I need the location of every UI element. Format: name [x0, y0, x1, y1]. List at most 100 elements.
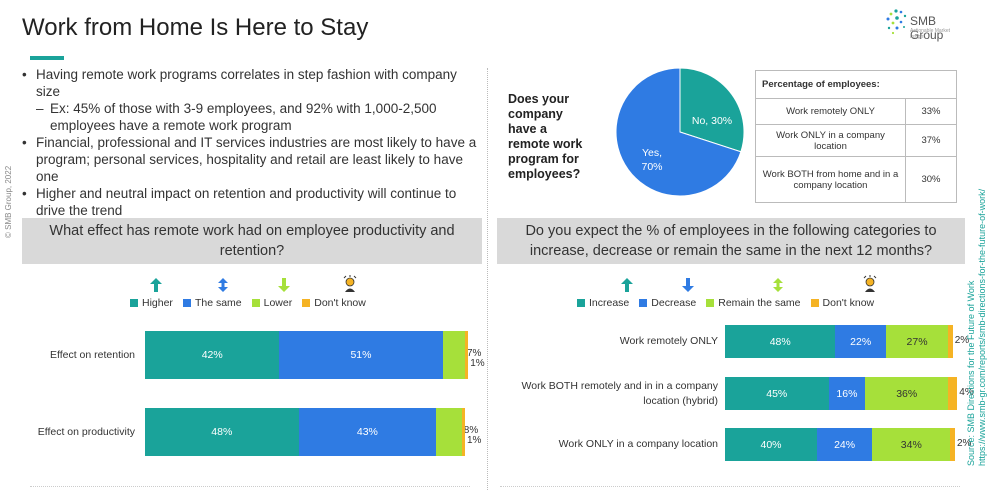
divider-vertical [487, 68, 488, 490]
legend-label: Lower [263, 297, 293, 309]
bar-category-label: Work BOTH remotely and in in a company l… [521, 379, 718, 407]
bar-segment: 27% [885, 325, 949, 358]
bullet-sub-item: Ex: 45% of those with 3-9 employees, and… [22, 100, 482, 134]
right-legend: Increase Decrease Remain the same Don't kno… [577, 297, 884, 309]
legend-label: Don't know [314, 297, 366, 309]
bar-segment [464, 331, 469, 379]
bar-segment [436, 408, 462, 456]
bar-row: 45% 16% 36% [725, 377, 958, 410]
bar-row: 48% 43% [145, 408, 465, 456]
table-header: Percentage of employees: [755, 70, 957, 99]
bar-segment: 43% [298, 408, 437, 456]
legend-item: Higher [130, 297, 173, 309]
legend-item: Decrease [639, 297, 696, 309]
legend-label: The same [194, 297, 242, 309]
employee-percentage-table: Percentage of employees: Work remotely O… [755, 70, 957, 203]
table-cell-value: 37% [905, 124, 957, 157]
source-url: https://www.smb-gr.com/reports/smb-direc… [977, 188, 987, 466]
pie-slice-yes [615, 67, 742, 197]
legend-label: Don't know [822, 297, 875, 309]
legend-item: Increase [577, 297, 629, 309]
divider-bottom-left [30, 486, 470, 487]
pie-slice-label: No, 30% [692, 115, 732, 127]
arrow-up-icon [150, 278, 162, 292]
bar-segment [950, 428, 955, 461]
title-underline [30, 56, 64, 60]
smb-group-logo: SMB Group Actionable Market Insight [884, 8, 964, 42]
arrow-up-icon [621, 278, 633, 292]
arrow-down-icon [682, 278, 694, 292]
bar-row: 40% 24% 34% [725, 428, 955, 461]
bar-category-label: Effect on productivity [37, 425, 135, 438]
legend-label: Remain the same [718, 297, 801, 309]
table-cell-label: Work remotely ONLY [755, 98, 906, 125]
legend-swatch [251, 299, 260, 307]
bar-segment: 16% [828, 377, 866, 410]
legend-swatch [706, 299, 715, 307]
bar-segment: 24% [817, 428, 873, 461]
right-question: Do you expect the % of employees in the … [497, 218, 965, 264]
bar-category-label: Effect on retention [49, 348, 135, 361]
legend-item: Lower [251, 297, 293, 309]
logo-name: SMB Group [910, 14, 944, 42]
legend-label: Increase [589, 297, 630, 309]
legend-item: Don't know [810, 297, 875, 309]
bar-segment [461, 408, 465, 456]
page-title: Work from Home Is Here to Stay [22, 14, 369, 41]
bar-segment: 34% [872, 428, 951, 461]
bullet-item: Financial, professional and IT services … [22, 134, 482, 185]
legend-item: The same [182, 297, 242, 309]
table-row: Work BOTH from home and in a company loc… [755, 156, 957, 203]
bullet-item: Having remote work programs correlates i… [22, 66, 482, 100]
source-line: Source: SMB Directions for the Future of… [966, 280, 976, 466]
bar-data-label: 1% [467, 435, 482, 446]
legend-swatch [577, 299, 585, 307]
bar-segment: 22% [835, 325, 886, 358]
table-cell-value: 30% [905, 156, 957, 203]
table-cell-label: Work BOTH from home and in a company loc… [755, 156, 906, 203]
logo-dots-icon [886, 9, 907, 35]
table-row: Work ONLY in a company location 37% [755, 124, 957, 157]
bar-data-label: 8% [463, 425, 479, 436]
legend-label: Decrease [651, 297, 697, 309]
bar-category-label: Work ONLY in a company location [558, 438, 718, 450]
copyright: © SMB Group, 2022 [4, 165, 13, 238]
legend-swatch [302, 299, 311, 307]
bar-segment: 45% [725, 377, 829, 410]
bar-segment [948, 325, 953, 358]
pie-question: Does your company have a remote work pro… [508, 92, 583, 181]
bar-segment [948, 377, 958, 410]
bar-segment: 51% [279, 331, 443, 379]
bullet-list: Having remote work programs correlates i… [22, 66, 482, 219]
arrow-updown-icon [773, 278, 783, 292]
legend-item: Remain the same [706, 297, 801, 309]
confused-person-icon [863, 275, 877, 292]
pie-slice-label: Yes, 70% [641, 147, 662, 173]
arrow-down-icon [278, 278, 290, 292]
arrow-updown-icon [218, 278, 228, 292]
left-question: What effect has remote work had on emplo… [22, 218, 482, 264]
legend-item: Don't know [302, 297, 366, 309]
bar-row: 42% 51% [145, 331, 469, 379]
bar-segment [442, 331, 465, 379]
bar-data-label: 4% [959, 386, 974, 398]
pie-chart: No, 30% Yes, 70% [612, 60, 748, 208]
bar-segment: 48% [725, 325, 836, 358]
pie-slice-no [679, 67, 745, 153]
legend-swatch [182, 299, 191, 307]
source-citation: Source: SMB Directions for the Future of… [966, 189, 988, 466]
bar-category-label: Work remotely ONLY [619, 335, 718, 347]
legend-label: Higher [142, 297, 173, 309]
logo-tagline: Actionable Market Insight [910, 28, 951, 40]
legend-swatch [639, 299, 648, 307]
table-cell-label: Work ONLY in a company location [755, 124, 906, 157]
bar-data-label: 2% [954, 334, 970, 346]
bar-data-label: 7% [467, 348, 482, 359]
legend-swatch [810, 299, 819, 307]
table-cell-value: 33% [905, 98, 957, 125]
legend-swatch [130, 299, 138, 307]
divider-bottom-right [500, 486, 960, 487]
bar-segment: 40% [725, 428, 817, 461]
bar-segment: 36% [865, 377, 949, 410]
table-row: Work remotely ONLY 33% [755, 98, 957, 125]
